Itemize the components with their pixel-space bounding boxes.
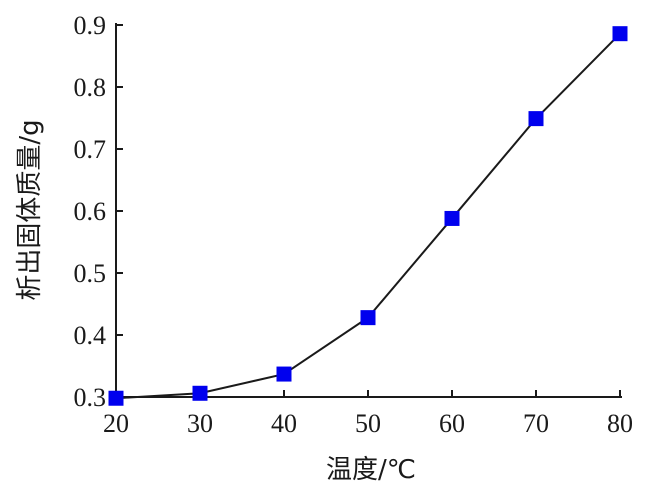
data-point-marker — [276, 366, 292, 382]
y-tick-label: 0.5 — [74, 259, 107, 288]
data-point-marker — [360, 310, 376, 326]
x-tick-label: 50 — [355, 409, 381, 438]
data-point-marker — [108, 390, 124, 406]
y-ticks: 0.3 0.4 0.5 0.6 0.7 0.8 0.9 — [74, 11, 123, 412]
series-line — [115, 32, 621, 400]
x-tick-label: 40 — [271, 409, 297, 438]
data-point-marker — [528, 111, 544, 127]
y-tick-label: 0.8 — [74, 73, 107, 102]
x-tick-label: 60 — [439, 409, 465, 438]
data-point-marker — [612, 26, 628, 42]
y-tick-label: 0.3 — [74, 383, 107, 412]
x-axis-title: 温度/℃ — [326, 455, 416, 485]
series-group — [108, 26, 628, 406]
axes — [115, 23, 622, 398]
y-tick-label: 0.9 — [74, 11, 107, 40]
data-point-marker — [444, 210, 460, 226]
x-ticks: 20 30 40 50 60 70 80 — [103, 390, 633, 438]
x-tick-label: 20 — [103, 409, 129, 438]
x-tick-label: 80 — [607, 409, 633, 438]
y-axis-title: 析出固体质量/g — [15, 119, 45, 300]
x-tick-label: 70 — [523, 409, 549, 438]
y-tick-label: 0.6 — [74, 197, 107, 226]
data-point-marker — [192, 385, 208, 401]
y-tick-label: 0.7 — [74, 135, 107, 164]
x-tick-label: 30 — [187, 409, 213, 438]
y-tick-label: 0.4 — [74, 321, 107, 350]
